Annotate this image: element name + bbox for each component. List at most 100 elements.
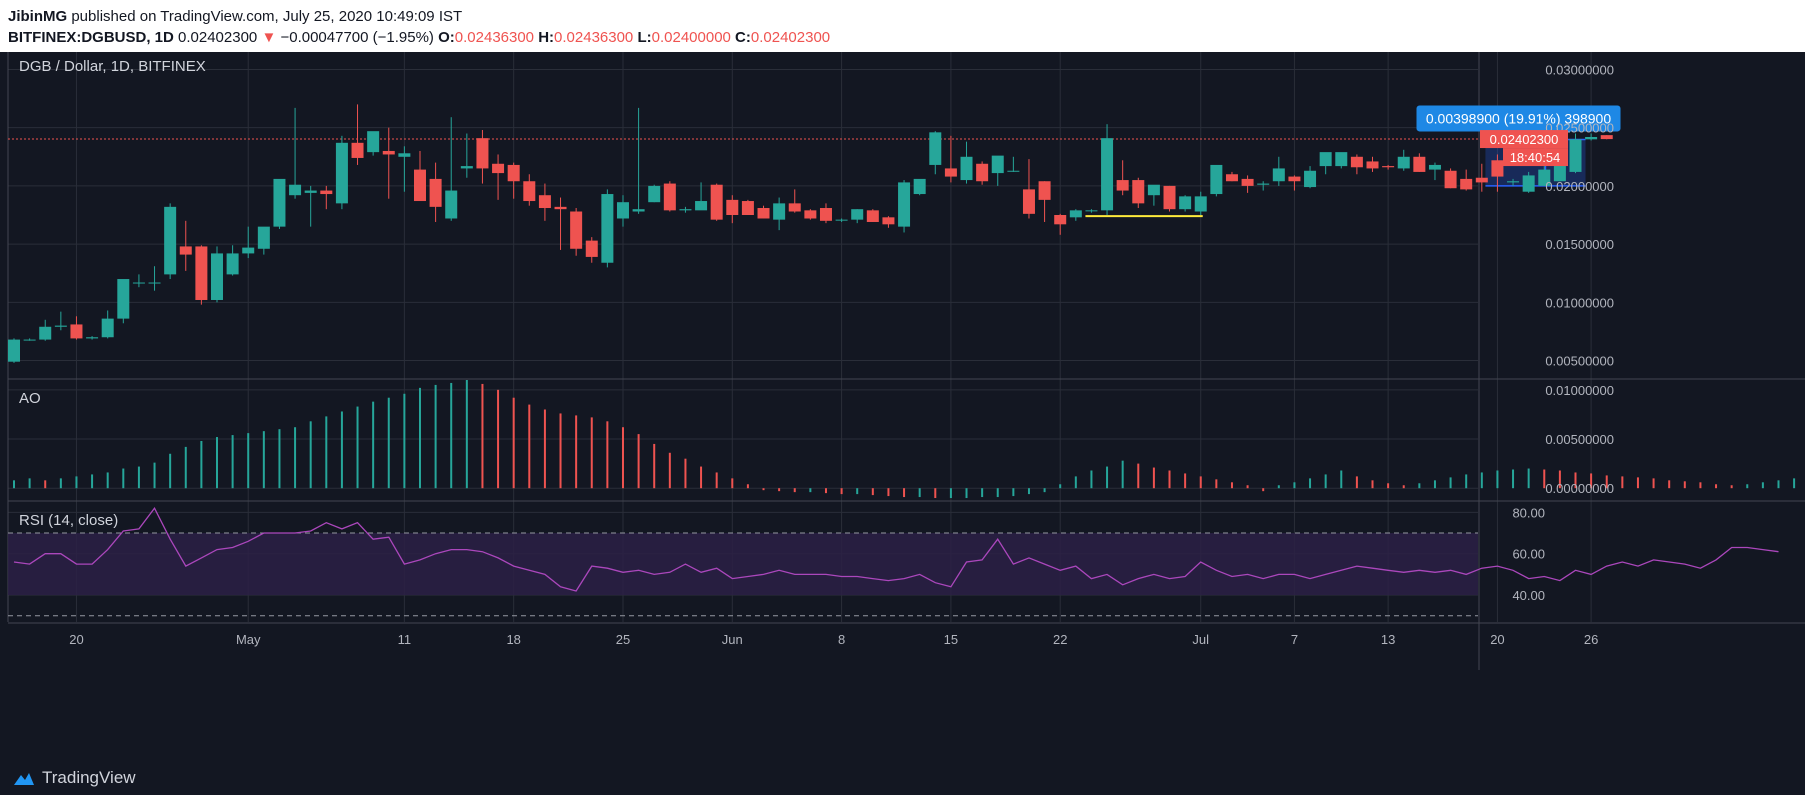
candle — [1054, 213, 1067, 235]
candle — [960, 141, 973, 184]
ao-bar — [450, 382, 453, 489]
candle-body — [101, 318, 114, 338]
candle — [663, 181, 676, 212]
ao-bar — [512, 397, 515, 489]
ao-bar — [559, 413, 562, 489]
x-tick-label: 13 — [1381, 632, 1395, 647]
candle-body — [1350, 156, 1363, 168]
candle — [460, 133, 473, 178]
chart-header: JibinMG published on TradingView.com, Ju… — [0, 0, 1805, 52]
candle — [54, 311, 67, 331]
ao-bar — [1387, 483, 1390, 489]
candle — [289, 107, 302, 199]
candle — [429, 162, 442, 222]
candle-body — [1257, 183, 1270, 185]
candle — [273, 178, 286, 229]
ao-bar — [1246, 485, 1249, 489]
candle — [866, 209, 879, 222]
candle — [1069, 209, 1082, 221]
candle — [1304, 166, 1317, 189]
ao-bar — [1652, 478, 1655, 489]
candle — [1444, 168, 1457, 189]
ao-tick-label: 0.00000000 — [1545, 481, 1614, 496]
candle — [210, 246, 223, 303]
chart-canvas[interactable]: 0.00398900 (19.91%) 398900 DGB / Dollar, … — [0, 52, 1805, 760]
candle-body — [1335, 152, 1348, 167]
ao-bar — [372, 401, 375, 489]
candle — [1288, 175, 1301, 191]
candle — [70, 316, 83, 340]
candle — [1101, 124, 1114, 215]
ao-bar — [1402, 485, 1405, 489]
ao-bar — [590, 417, 593, 489]
candle — [585, 237, 598, 263]
close-label: C: — [735, 29, 751, 46]
ao-bar — [684, 458, 687, 489]
candle — [788, 189, 801, 213]
candle-body — [132, 282, 145, 284]
candle-body — [741, 201, 754, 215]
symbol-label[interactable]: BITFINEX:DGBUSD, 1D — [8, 29, 174, 46]
ao-bar — [1605, 475, 1608, 489]
ao-bar — [1730, 485, 1733, 489]
candle-body — [351, 142, 364, 158]
candle — [398, 146, 411, 192]
candle — [710, 183, 723, 221]
published-text: published on TradingView.com, July 25, 2… — [71, 8, 463, 25]
candle — [632, 107, 645, 214]
ao-bar — [606, 421, 609, 489]
candle — [929, 131, 942, 175]
ao-bar — [856, 488, 859, 495]
ao-bar — [762, 488, 765, 491]
ao-bar — [403, 393, 406, 489]
x-tick-label: Jul — [1192, 632, 1209, 647]
ao-bar — [1480, 472, 1483, 489]
rsi-tick-label: 60.00 — [1512, 547, 1545, 562]
candle-body — [851, 209, 864, 220]
ao-bar — [1715, 484, 1718, 489]
candle-body — [1085, 210, 1098, 212]
candle-body — [757, 208, 770, 219]
candle — [1116, 160, 1129, 196]
candle-body — [164, 206, 177, 275]
candle — [1507, 178, 1520, 186]
price-tick-label: 0.01500000 — [1545, 237, 1614, 252]
open-value: 0.02436300 — [454, 29, 535, 46]
ao-bar — [1465, 474, 1468, 489]
price-change: −0.00047700 (−1.95%) — [280, 29, 434, 46]
ao-bar — [809, 488, 812, 493]
candle — [1600, 135, 1613, 140]
ao-bar — [981, 488, 984, 498]
candle-body — [913, 178, 926, 195]
candle — [1397, 149, 1410, 171]
candle — [1179, 195, 1192, 212]
candle-body — [663, 183, 676, 211]
ao-bar — [481, 383, 484, 489]
candle — [882, 216, 895, 228]
low-label: L: — [637, 29, 652, 46]
candle-body — [70, 324, 83, 339]
candle — [23, 338, 36, 341]
rsi-line — [13, 506, 1779, 592]
x-tick-label: 7 — [1291, 632, 1298, 647]
ao-bar — [871, 488, 874, 496]
ao-bar — [1668, 480, 1671, 489]
candle — [148, 266, 161, 291]
candle — [304, 185, 317, 227]
candle-body — [1366, 161, 1379, 169]
last-price-tag — [1480, 130, 1568, 149]
candle-body — [367, 131, 380, 153]
ao-bar — [59, 478, 62, 489]
candle — [1413, 153, 1426, 172]
candle-body — [1382, 166, 1395, 168]
candle-body — [289, 184, 302, 196]
ao-bar — [1262, 488, 1265, 492]
candle — [601, 189, 614, 268]
candle-body — [1038, 181, 1051, 200]
tradingview-logo[interactable]: TradingView — [10, 768, 136, 788]
publisher-name[interactable]: JibinMG — [8, 8, 68, 25]
ao-bar — [215, 437, 218, 489]
ao-bar — [262, 431, 265, 489]
x-tick-label: 8 — [838, 632, 845, 647]
measure-label-box — [1416, 105, 1621, 132]
